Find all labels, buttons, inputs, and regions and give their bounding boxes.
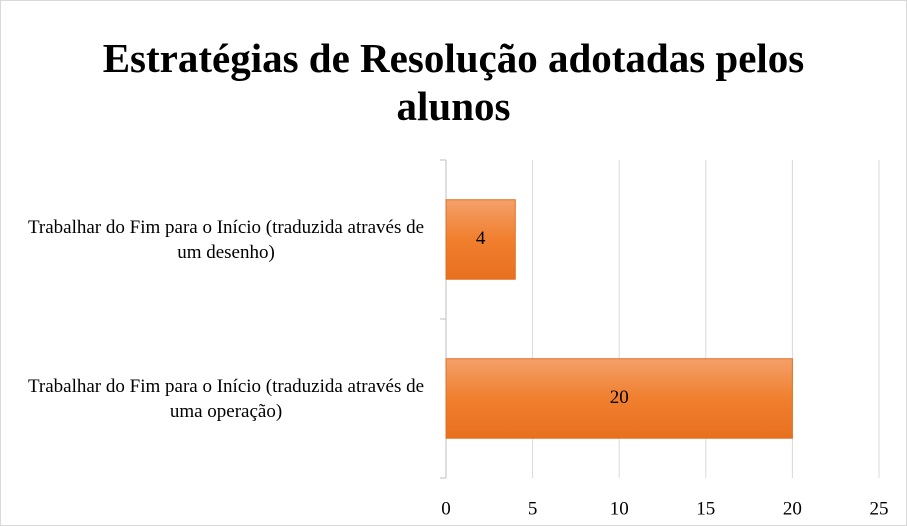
- y-tick-label: Trabalhar do Fim para o Início (traduzid…: [27, 375, 425, 422]
- x-tick-label: 5: [528, 498, 538, 519]
- x-tick-label: 25: [870, 498, 889, 519]
- x-tick-label: 10: [610, 498, 629, 519]
- x-tick-label: 20: [783, 498, 802, 519]
- data-label: 4: [476, 228, 486, 249]
- bar: [445, 199, 516, 280]
- data-label: 20: [610, 387, 629, 408]
- chart-title: Estratégias de Resolução adotadas pelos …: [102, 35, 805, 129]
- x-tick-label: 15: [696, 498, 715, 519]
- x-tick-label: 0: [441, 498, 451, 519]
- y-tick-label: Trabalhar do Fim para o Início (traduzid…: [27, 216, 425, 263]
- bar: [445, 358, 793, 439]
